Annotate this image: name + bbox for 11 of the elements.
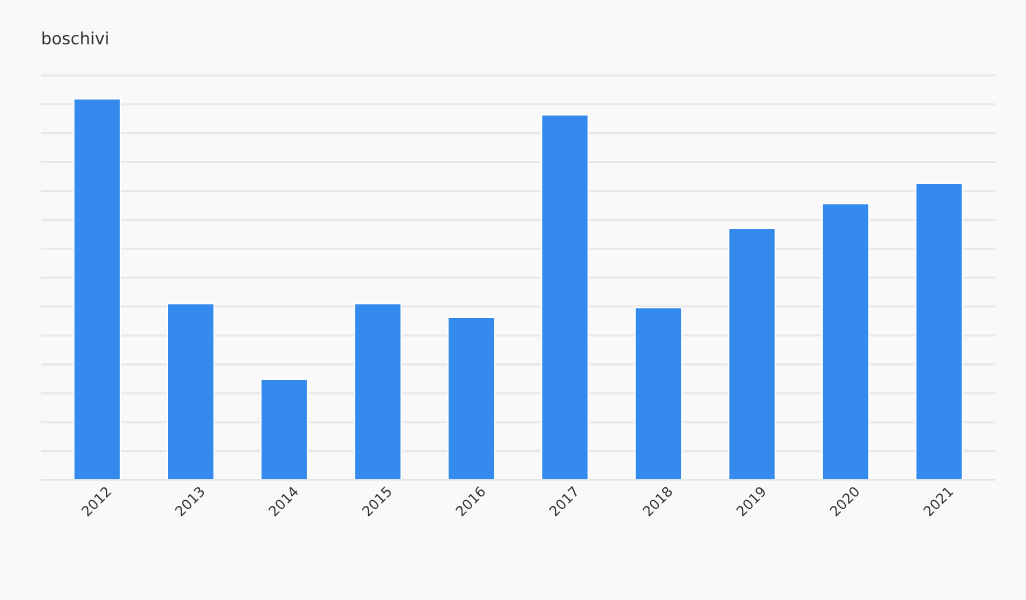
bar (634, 306, 683, 480)
chart-title: boschivi (42, 31, 108, 45)
bar (540, 114, 589, 480)
bar (166, 302, 215, 480)
bar (73, 97, 122, 480)
bar (727, 227, 777, 480)
bar (447, 316, 496, 480)
bar (260, 378, 309, 480)
bar (821, 202, 870, 480)
bar (353, 302, 402, 480)
bar (915, 182, 964, 480)
